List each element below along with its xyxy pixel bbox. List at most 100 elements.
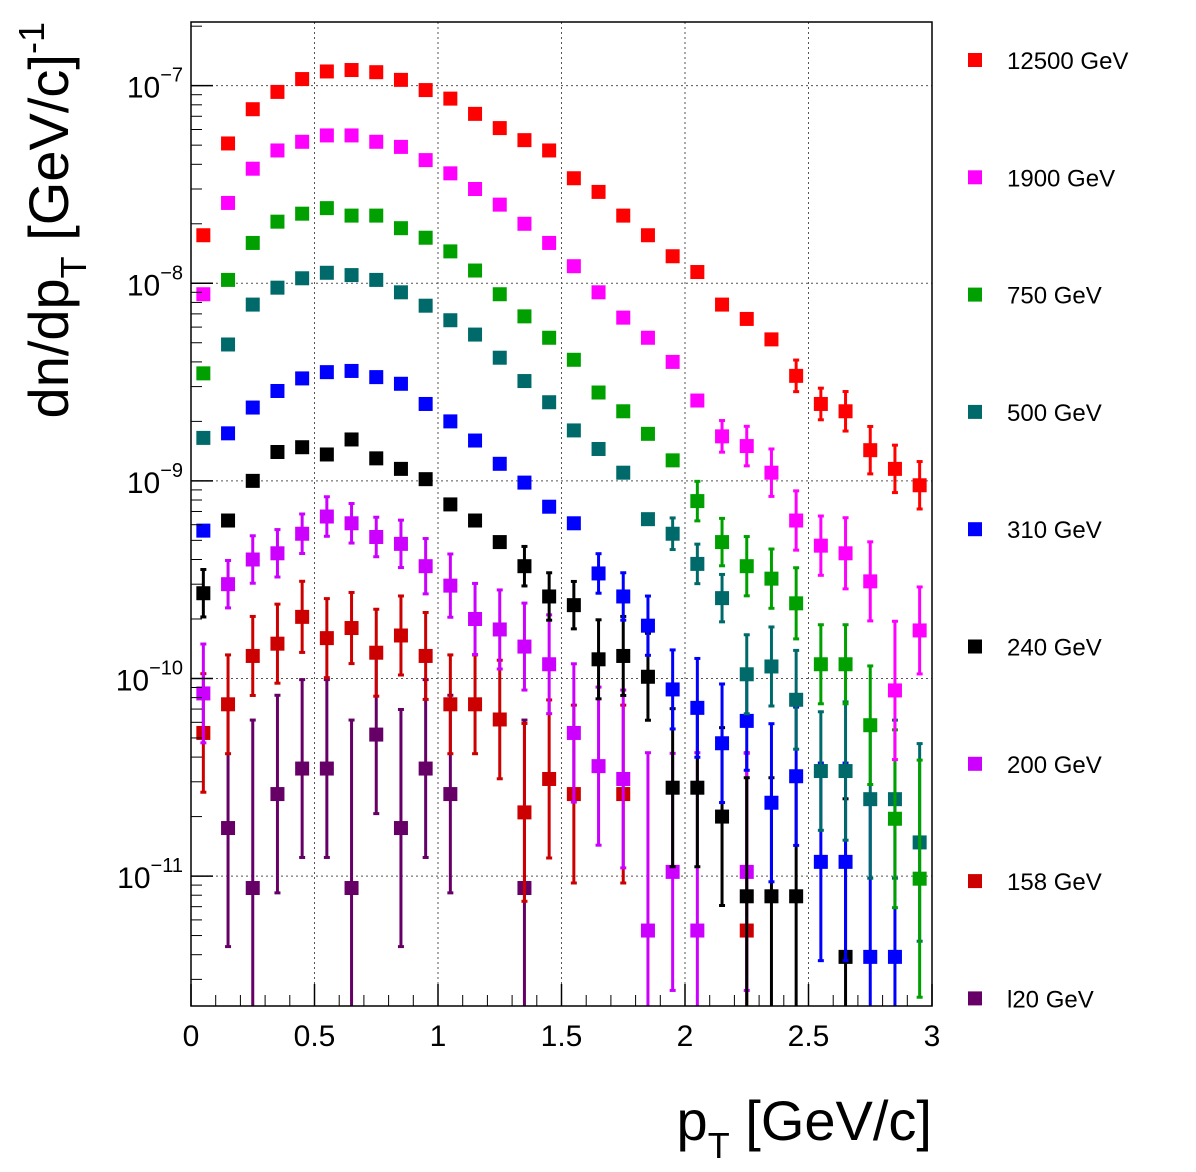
data-point [344,63,359,78]
data-point [393,536,408,551]
y-tick-label: 10−7 [127,65,183,105]
data-point [468,611,483,626]
data-point [418,396,433,411]
axes: 0 0.5 1 1.5 2 2.5 3 10−11 10−10 10−9 10−8 10−7 [116,25,940,1053]
data-point [468,106,483,121]
data-point [887,683,902,698]
data-point [591,759,606,774]
data-point [492,287,507,302]
data-point [789,368,804,383]
data-point [690,700,705,715]
data-point [270,143,285,158]
data-point [196,287,211,302]
data-point [789,692,804,707]
data-point [344,432,359,447]
data-point [245,297,260,312]
data-point [443,166,458,181]
data-point [616,771,631,786]
data-point [566,259,581,274]
data-point [566,725,581,740]
data-point [418,559,433,574]
data-point [665,249,680,264]
data-point [813,538,828,553]
data-point [665,354,680,369]
data-point [270,787,285,802]
data-point [319,128,334,143]
data-point [245,881,260,896]
data-point [221,577,236,592]
x-tick-label: 2.5 [788,1020,830,1053]
data-point [295,271,310,286]
data-point [517,309,532,324]
y-tick-label: 10−9 [127,460,183,500]
data-point [393,376,408,391]
data-point [344,268,359,283]
data-point [418,230,433,245]
data-point [616,404,631,419]
data-point [616,648,631,663]
data-point [393,72,408,87]
data-point [270,84,285,99]
data-point [393,139,408,154]
data-point [566,171,581,186]
data-point [443,91,458,106]
legend-marker [968,404,982,419]
data-point [591,566,606,581]
data-point [640,669,655,684]
data-point [369,208,384,223]
data-point [443,787,458,802]
data-point [245,473,260,488]
data-point [393,821,408,836]
data-point [468,181,483,196]
data-point [443,578,458,593]
data-point [319,64,334,79]
data-point [789,889,804,904]
data-point [344,881,359,896]
data-point [640,512,655,527]
data-point [492,121,507,136]
data-point [319,201,334,216]
data-point [838,546,853,561]
legend-entry-label: 310 GeV [1007,517,1102,544]
series-12500-gev [196,63,927,511]
data-point [245,161,260,176]
data-point [319,509,334,524]
grid [191,22,932,1006]
data-point [690,780,705,795]
data-point [517,805,532,820]
data-point [838,764,853,779]
data-point [319,631,334,646]
legend-marker [968,53,982,67]
data-point [517,133,532,148]
data-point [319,761,334,776]
data-point [838,854,853,869]
data-point [270,636,285,651]
data-point [616,589,631,604]
legend-marker [968,991,982,1006]
data-point [418,648,433,663]
y-tick-label: 10−10 [116,657,183,697]
data-point [640,618,655,633]
data-point [566,423,581,438]
data-point [640,228,655,243]
data-point [369,134,384,149]
legend-entry-label: 750 GeV [1007,283,1102,310]
data-point [295,609,310,624]
data-point [221,337,236,352]
data-point [838,404,853,419]
data-point [863,443,878,458]
data-point [542,395,557,410]
data-point [221,195,236,210]
data-point [196,228,211,243]
data-point [715,429,730,444]
data-point [295,206,310,221]
data-point [542,771,557,786]
data-point [665,526,680,541]
data-point [443,313,458,328]
data-point [418,472,433,487]
data-point [912,871,927,886]
data-point [393,628,408,643]
data-point [690,265,705,280]
data-point [369,65,384,80]
